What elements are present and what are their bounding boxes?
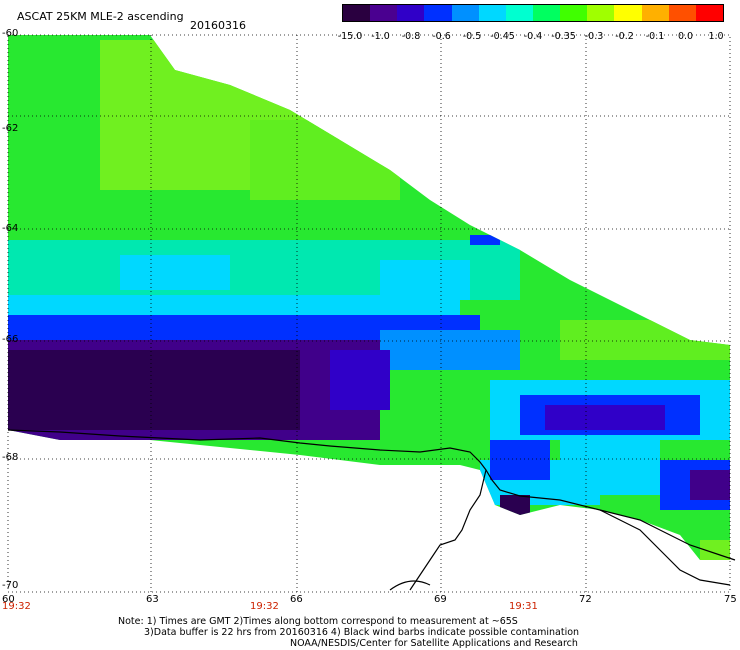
note-line-2: 3)Data buffer is 22 hrs from 20160316 4)… [144, 627, 580, 638]
colorbar-segment [668, 5, 696, 21]
lat-label: -66 [2, 334, 19, 345]
colorbar-label: -0.8 [401, 31, 421, 42]
colorbar-segment [695, 5, 723, 21]
lat-label: -64 [2, 223, 19, 234]
colorbar-label: -0.2 [615, 31, 634, 42]
time-label: 19:32 [250, 601, 279, 612]
coastline [7, 429, 736, 561]
colorbar-label: -0.3 [584, 31, 604, 42]
colorbar-strip [342, 4, 724, 22]
lon-label: 69 [434, 594, 447, 605]
colorbar-segment [587, 5, 615, 21]
swath-data [8, 35, 730, 560]
colorbar-segment [560, 5, 588, 21]
map-date: 20160316 [190, 19, 246, 32]
colorbar-label: -0.35 [551, 31, 576, 42]
map-title: ASCAT 25KM MLE-2 ascending [17, 10, 184, 23]
lat-label: -70 [2, 580, 19, 591]
colorbar-segment [397, 5, 425, 21]
lon-label: 66 [290, 594, 303, 605]
colorbar-label: 0.0 [677, 31, 694, 42]
graticule [8, 35, 730, 592]
coastline-arc [389, 580, 431, 591]
time-label: 19:32 [2, 601, 31, 612]
lon-label: 75 [724, 594, 737, 605]
colorbar-segment [532, 5, 561, 21]
time-label: 19:31 [509, 601, 538, 612]
colorbar-label: 1.0 [708, 31, 724, 42]
coastline-east [599, 509, 731, 586]
lon-label: 72 [579, 594, 592, 605]
lon-label: 63 [146, 594, 159, 605]
colorbar: -15.0 -1.0 -0.8 -0.6 -0.5 -0.45 -0.4 -0.35 -0.3-… [338, 4, 724, 42]
colorbar-label: -0.1 [645, 31, 665, 42]
colorbar-segment [614, 5, 642, 21]
colorbar-segment [370, 5, 398, 21]
note-line-3: NOAA/NESDIS/Center for Satellite Applica… [290, 638, 578, 649]
map-frame [7, 34, 731, 593]
colorbar-label: -0.45 [490, 31, 515, 42]
colorbar-segment [451, 5, 479, 21]
colorbar-label: -0.6 [432, 31, 451, 42]
lon-label: 60 [2, 594, 15, 605]
colorbar-segment [478, 5, 506, 21]
map-canvas [7, 34, 736, 593]
colorbar-label: -15.0 [337, 31, 363, 42]
colorbar-segment [424, 5, 452, 21]
colorbar-label: -0.4 [523, 31, 543, 42]
lat-label: -68 [2, 452, 19, 463]
note-line-1: Note: 1) Times are GMT 2)Times along bot… [118, 616, 518, 627]
lat-label: -60 [2, 28, 19, 39]
lat-label: -62 [2, 123, 19, 134]
colorbar-segment [343, 5, 371, 21]
colorbar-label: -1.0 [371, 31, 390, 42]
colorbar-segment [641, 5, 669, 21]
colorbar-label: -0.5 [462, 31, 482, 42]
coastline-inland [409, 469, 487, 591]
colorbar-segment [505, 5, 533, 21]
